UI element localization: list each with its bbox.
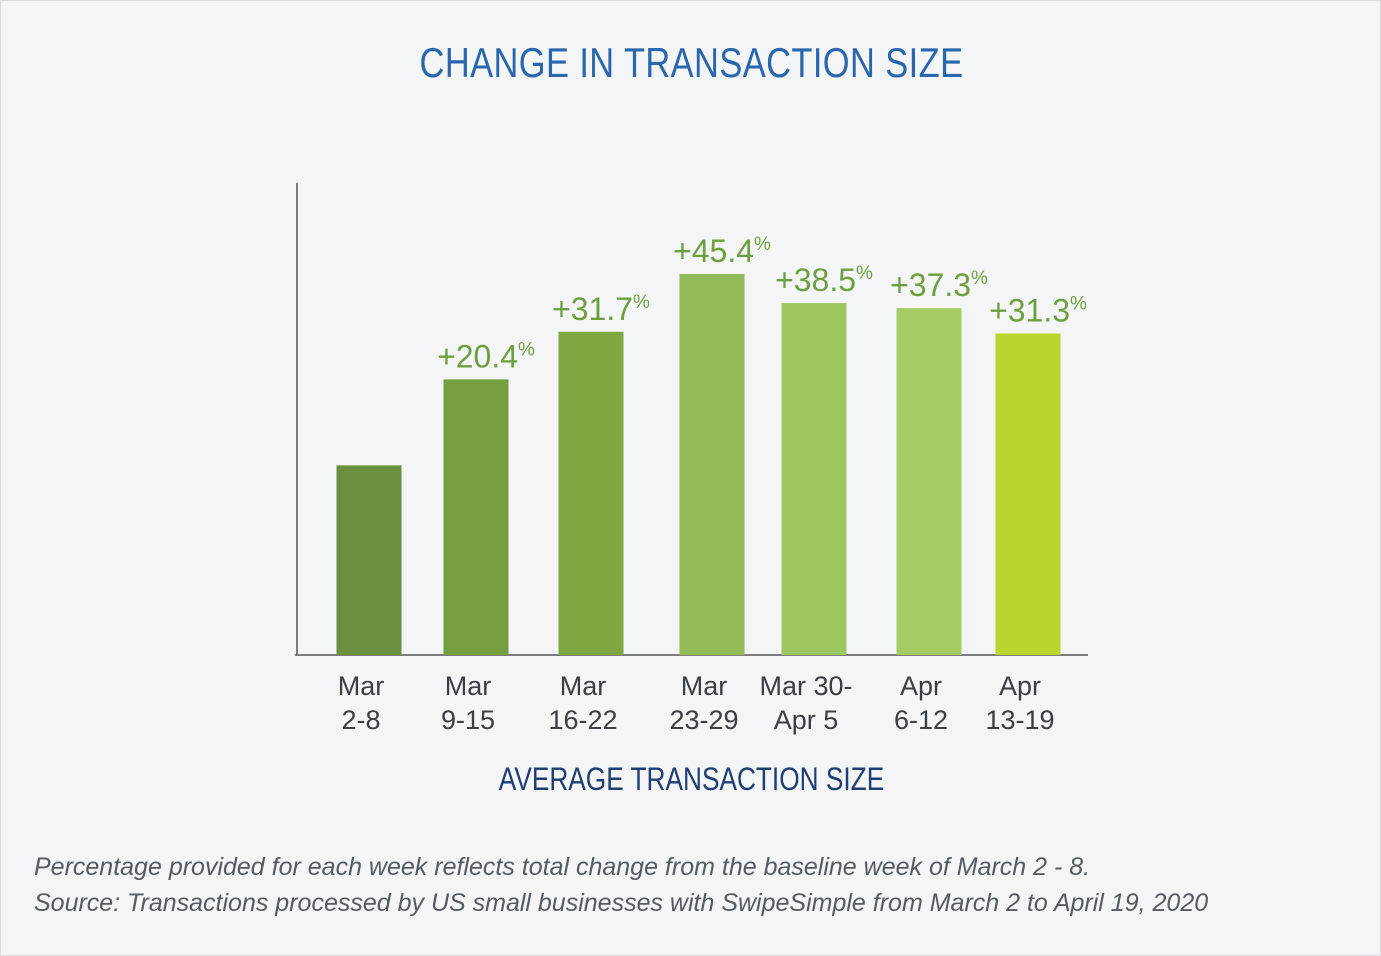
x-tick-label: Apr xyxy=(999,671,1041,701)
x-tick-label: 13-19 xyxy=(985,705,1054,735)
footnote-line-2: Source: Transactions processed by US sma… xyxy=(34,889,1209,917)
bar xyxy=(896,308,962,655)
x-tick-label: Apr 5 xyxy=(774,705,839,735)
bar xyxy=(995,333,1061,655)
data-label: +31.7% xyxy=(552,291,650,327)
x-tick-label: 6-12 xyxy=(894,705,948,735)
bar xyxy=(336,465,402,655)
data-label: +45.4% xyxy=(673,233,771,269)
bar xyxy=(679,274,745,655)
data-label: +20.4% xyxy=(437,338,535,374)
bar xyxy=(443,379,509,655)
x-tick-label: Mar xyxy=(560,671,607,701)
bar xyxy=(558,331,624,655)
data-label: +37.3% xyxy=(890,267,988,303)
data-label: +38.5% xyxy=(775,262,873,298)
footnote: Percentage provided for each week reflec… xyxy=(34,849,1208,921)
x-tick-label: 2-8 xyxy=(341,705,380,735)
x-tick-label: Mar xyxy=(445,671,492,701)
x-tick-label: 16-22 xyxy=(548,705,617,735)
x-tick-label: Mar 30- xyxy=(759,671,852,701)
x-tick-label: Apr xyxy=(900,671,942,701)
footnote-line-1: Percentage provided for each week reflec… xyxy=(34,853,1091,881)
x-tick-label: Mar xyxy=(681,671,728,701)
bar xyxy=(781,303,847,655)
x-tick-label: Mar xyxy=(338,671,385,701)
x-tick-label: 23-29 xyxy=(669,705,738,735)
chart-title: CHANGE IN TRANSACTION SIZE xyxy=(419,39,964,86)
x-axis-title: AVERAGE TRANSACTION SIZE xyxy=(498,761,885,797)
data-label: +31.3% xyxy=(989,292,1087,328)
x-tick-label: 9-15 xyxy=(441,705,495,735)
